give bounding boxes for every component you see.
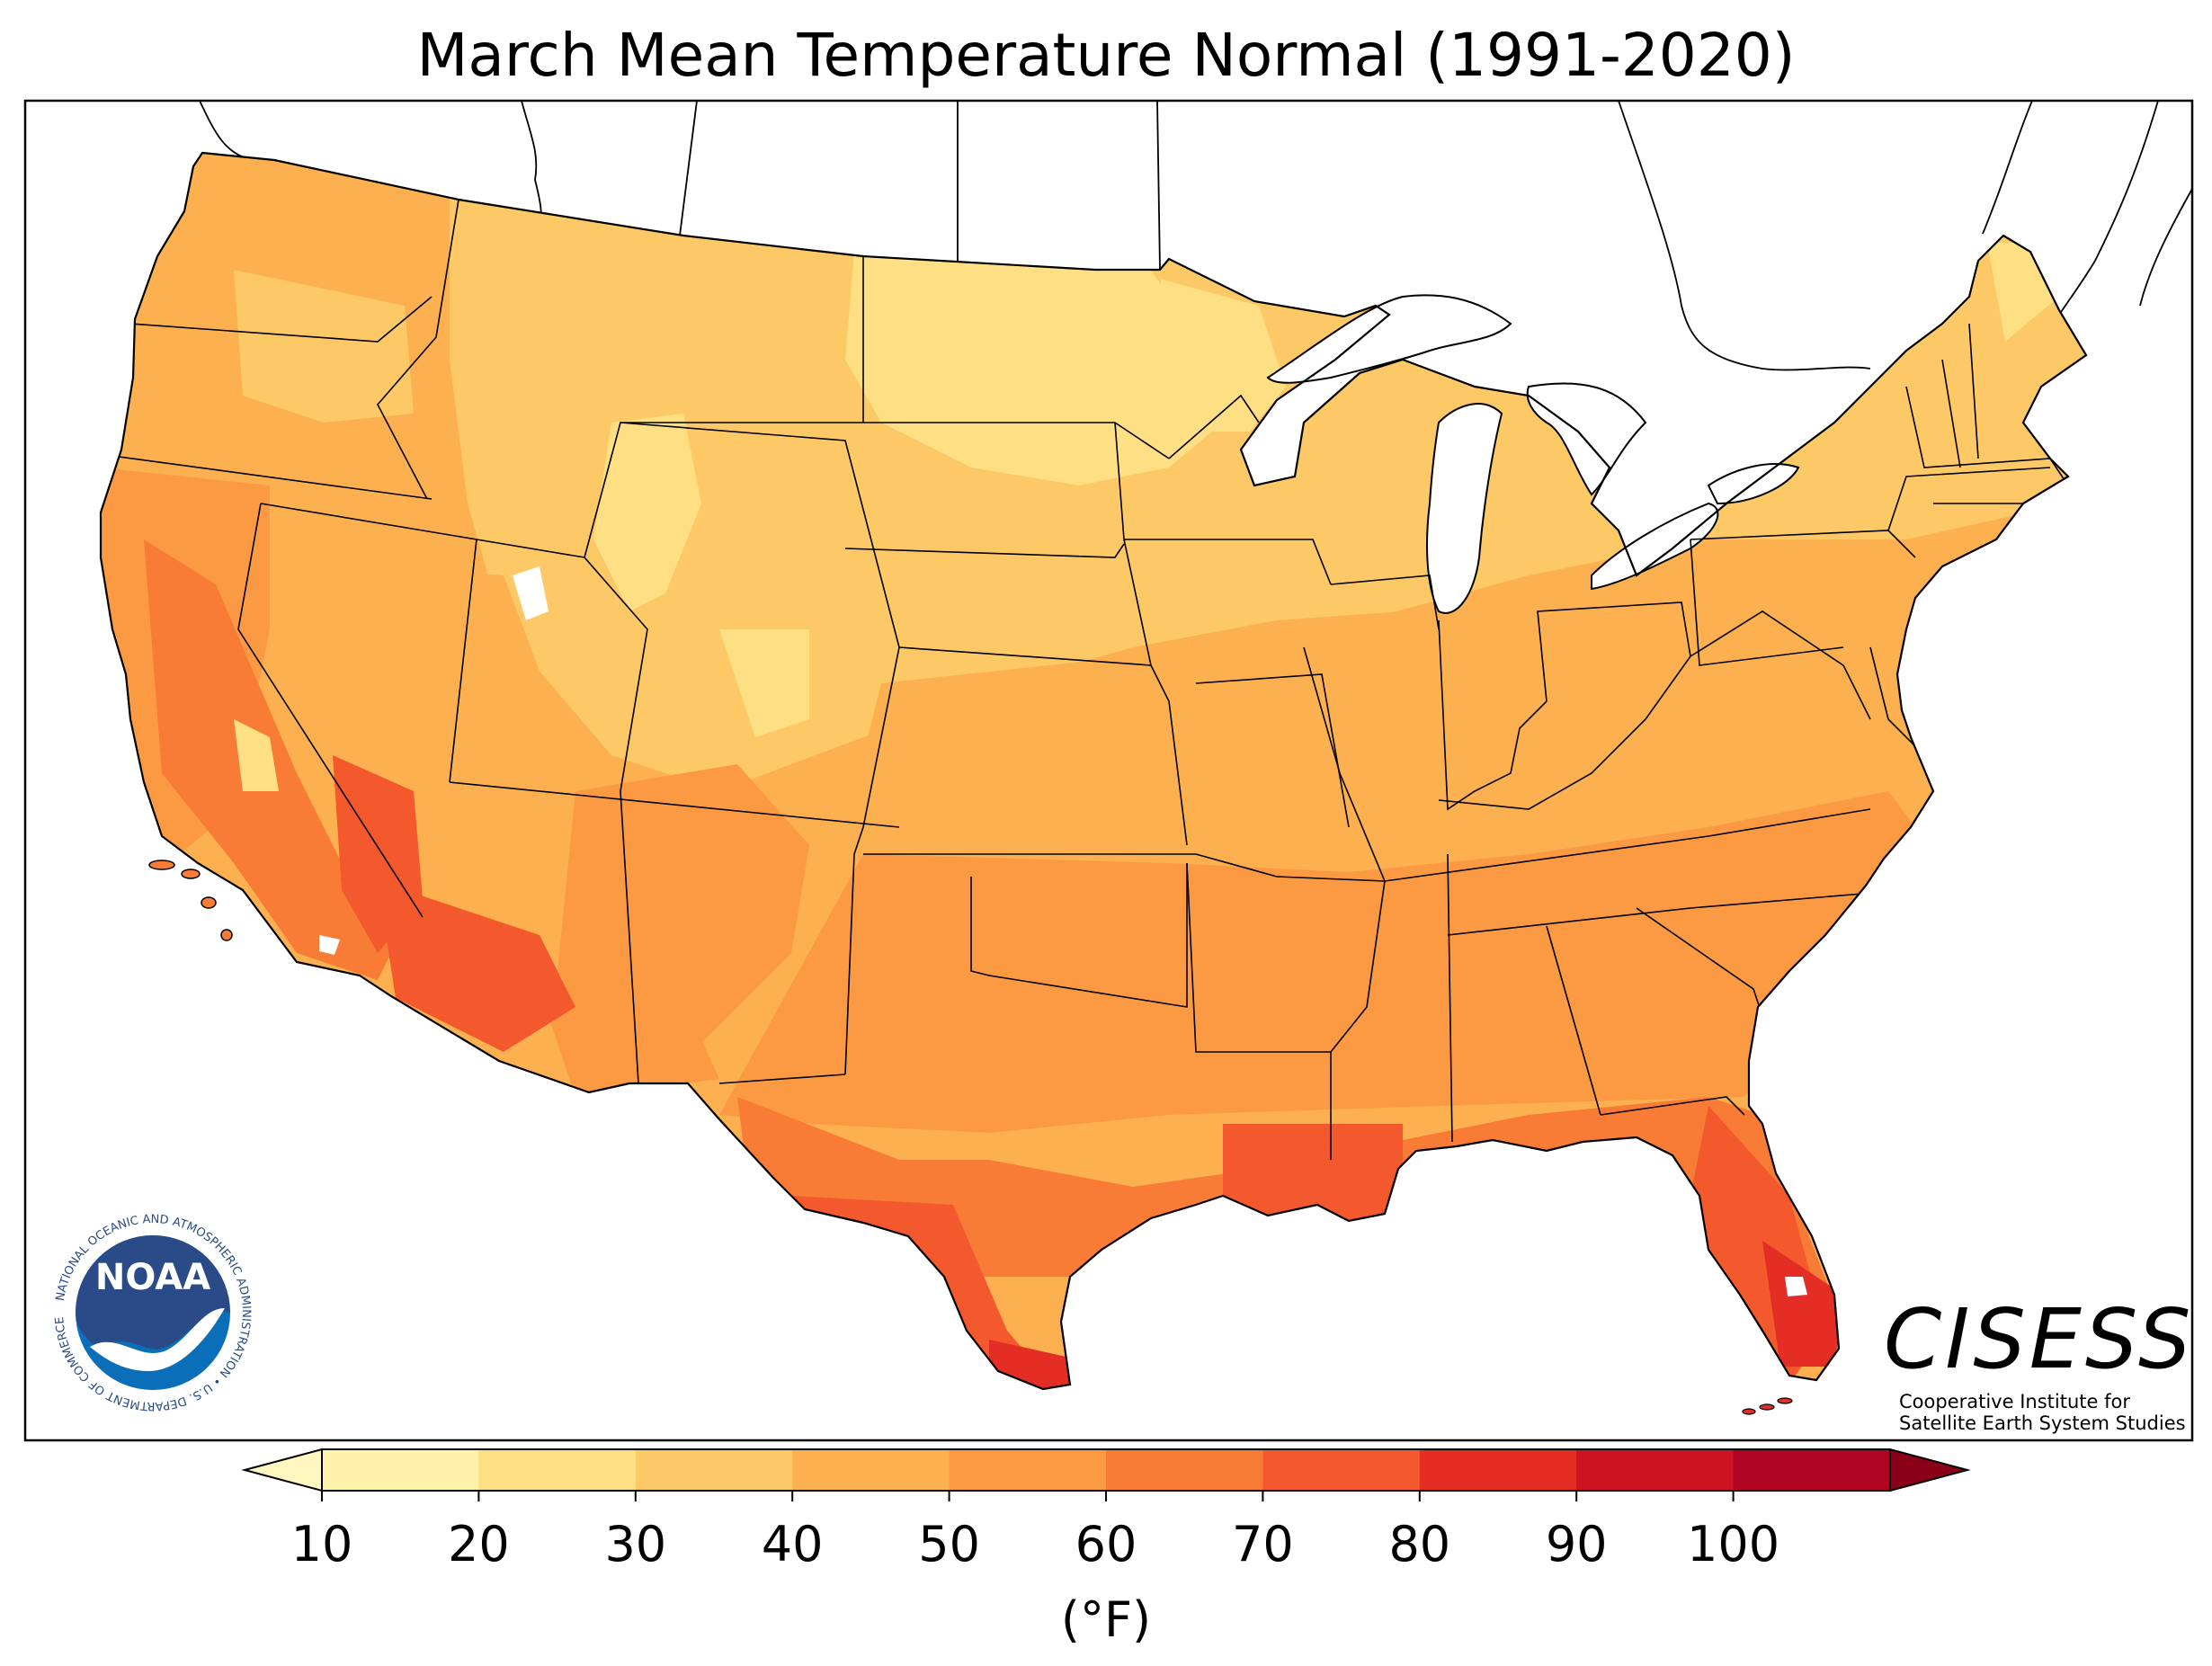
colorbar-segment [1576,1449,1735,1491]
colorbar-segment [322,1449,479,1491]
colorbar-over-arrow [1889,1448,1971,1492]
colorbar-segment [1419,1449,1577,1491]
cisess-subtitle-line2: Satellite Earth System Studies [1899,1412,2186,1434]
colorbar-tick-label: 60 [1075,1516,1137,1572]
cisess-subtitle-line1: Cooperative Institute for [1899,1391,2130,1412]
colorbar-tick-label: 70 [1232,1516,1294,1572]
colorbar-segment [635,1449,793,1491]
page-title: March Mean Temperature Normal (1991-2020… [416,21,1796,90]
colorbar-segment [949,1449,1107,1491]
channel-islands [148,860,233,941]
colorbar-segment [792,1449,950,1491]
colorbar-segment [1106,1449,1263,1491]
canada-boundaries [199,100,2193,371]
colorbar-tick-label: 30 [604,1516,667,1572]
colorbar-tick-label: 40 [761,1516,824,1572]
colorbar-tick-label: 10 [290,1516,353,1572]
colorbar-unit: (°F) [1060,1591,1152,1648]
state-boundaries [101,199,2069,1160]
colorbar [241,1448,1971,1501]
colorbar-tick-label: 50 [918,1516,980,1572]
colorbar-tick-label: 80 [1388,1516,1451,1572]
colorbar-tick-label: 100 [1687,1516,1780,1572]
noaa-logo: NOAA NATIONAL OCEANIC AND ATMOSPHERIC AD… [45,1205,261,1421]
florida-keys [1742,1397,1793,1415]
cisess-logo: CISESS [1884,1291,2195,1387]
noaa-bird-icon [90,1308,225,1371]
colorbar-segment [1262,1449,1421,1491]
colorbar-segment [1733,1449,1891,1491]
colorbar-under-arrow [241,1448,323,1492]
noaa-wordmark: NOAA [95,1257,210,1298]
colorbar-tick-label: 90 [1545,1516,1608,1572]
colorbar-segment [478,1449,637,1491]
colorbar-tick-label: 20 [448,1516,510,1572]
